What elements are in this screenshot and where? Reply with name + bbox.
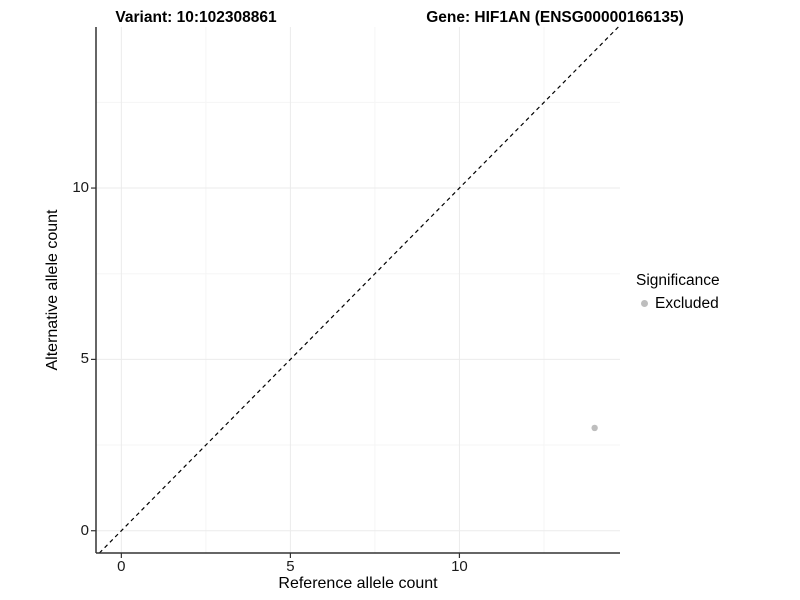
x-tick-label: 5 <box>286 558 295 575</box>
gene-title: Gene: HIF1AN (ENSG00000166135) <box>426 9 684 26</box>
x-axis-title: Reference allele count <box>278 575 438 592</box>
y-tick-label: 5 <box>80 350 89 368</box>
x-tick-label: 0 <box>117 558 126 575</box>
y-tick-label: 0 <box>80 521 89 539</box>
identity-dashed-line <box>98 26 619 554</box>
legend-item-excluded: Excluded <box>636 294 720 313</box>
excluded-point-icon <box>641 300 648 307</box>
legend-key <box>636 295 653 312</box>
y-axis-title: Alternative allele count <box>44 209 61 371</box>
y-tick-label: 10 <box>72 179 89 197</box>
x-tick-label: 10 <box>451 558 468 575</box>
legend: Significance Excluded <box>636 271 720 313</box>
variant-title: Variant: 10:102308861 <box>115 9 277 26</box>
legend-title: Significance <box>636 272 720 289</box>
legend-item-label: Excluded <box>655 295 719 312</box>
data-point <box>591 424 598 432</box>
